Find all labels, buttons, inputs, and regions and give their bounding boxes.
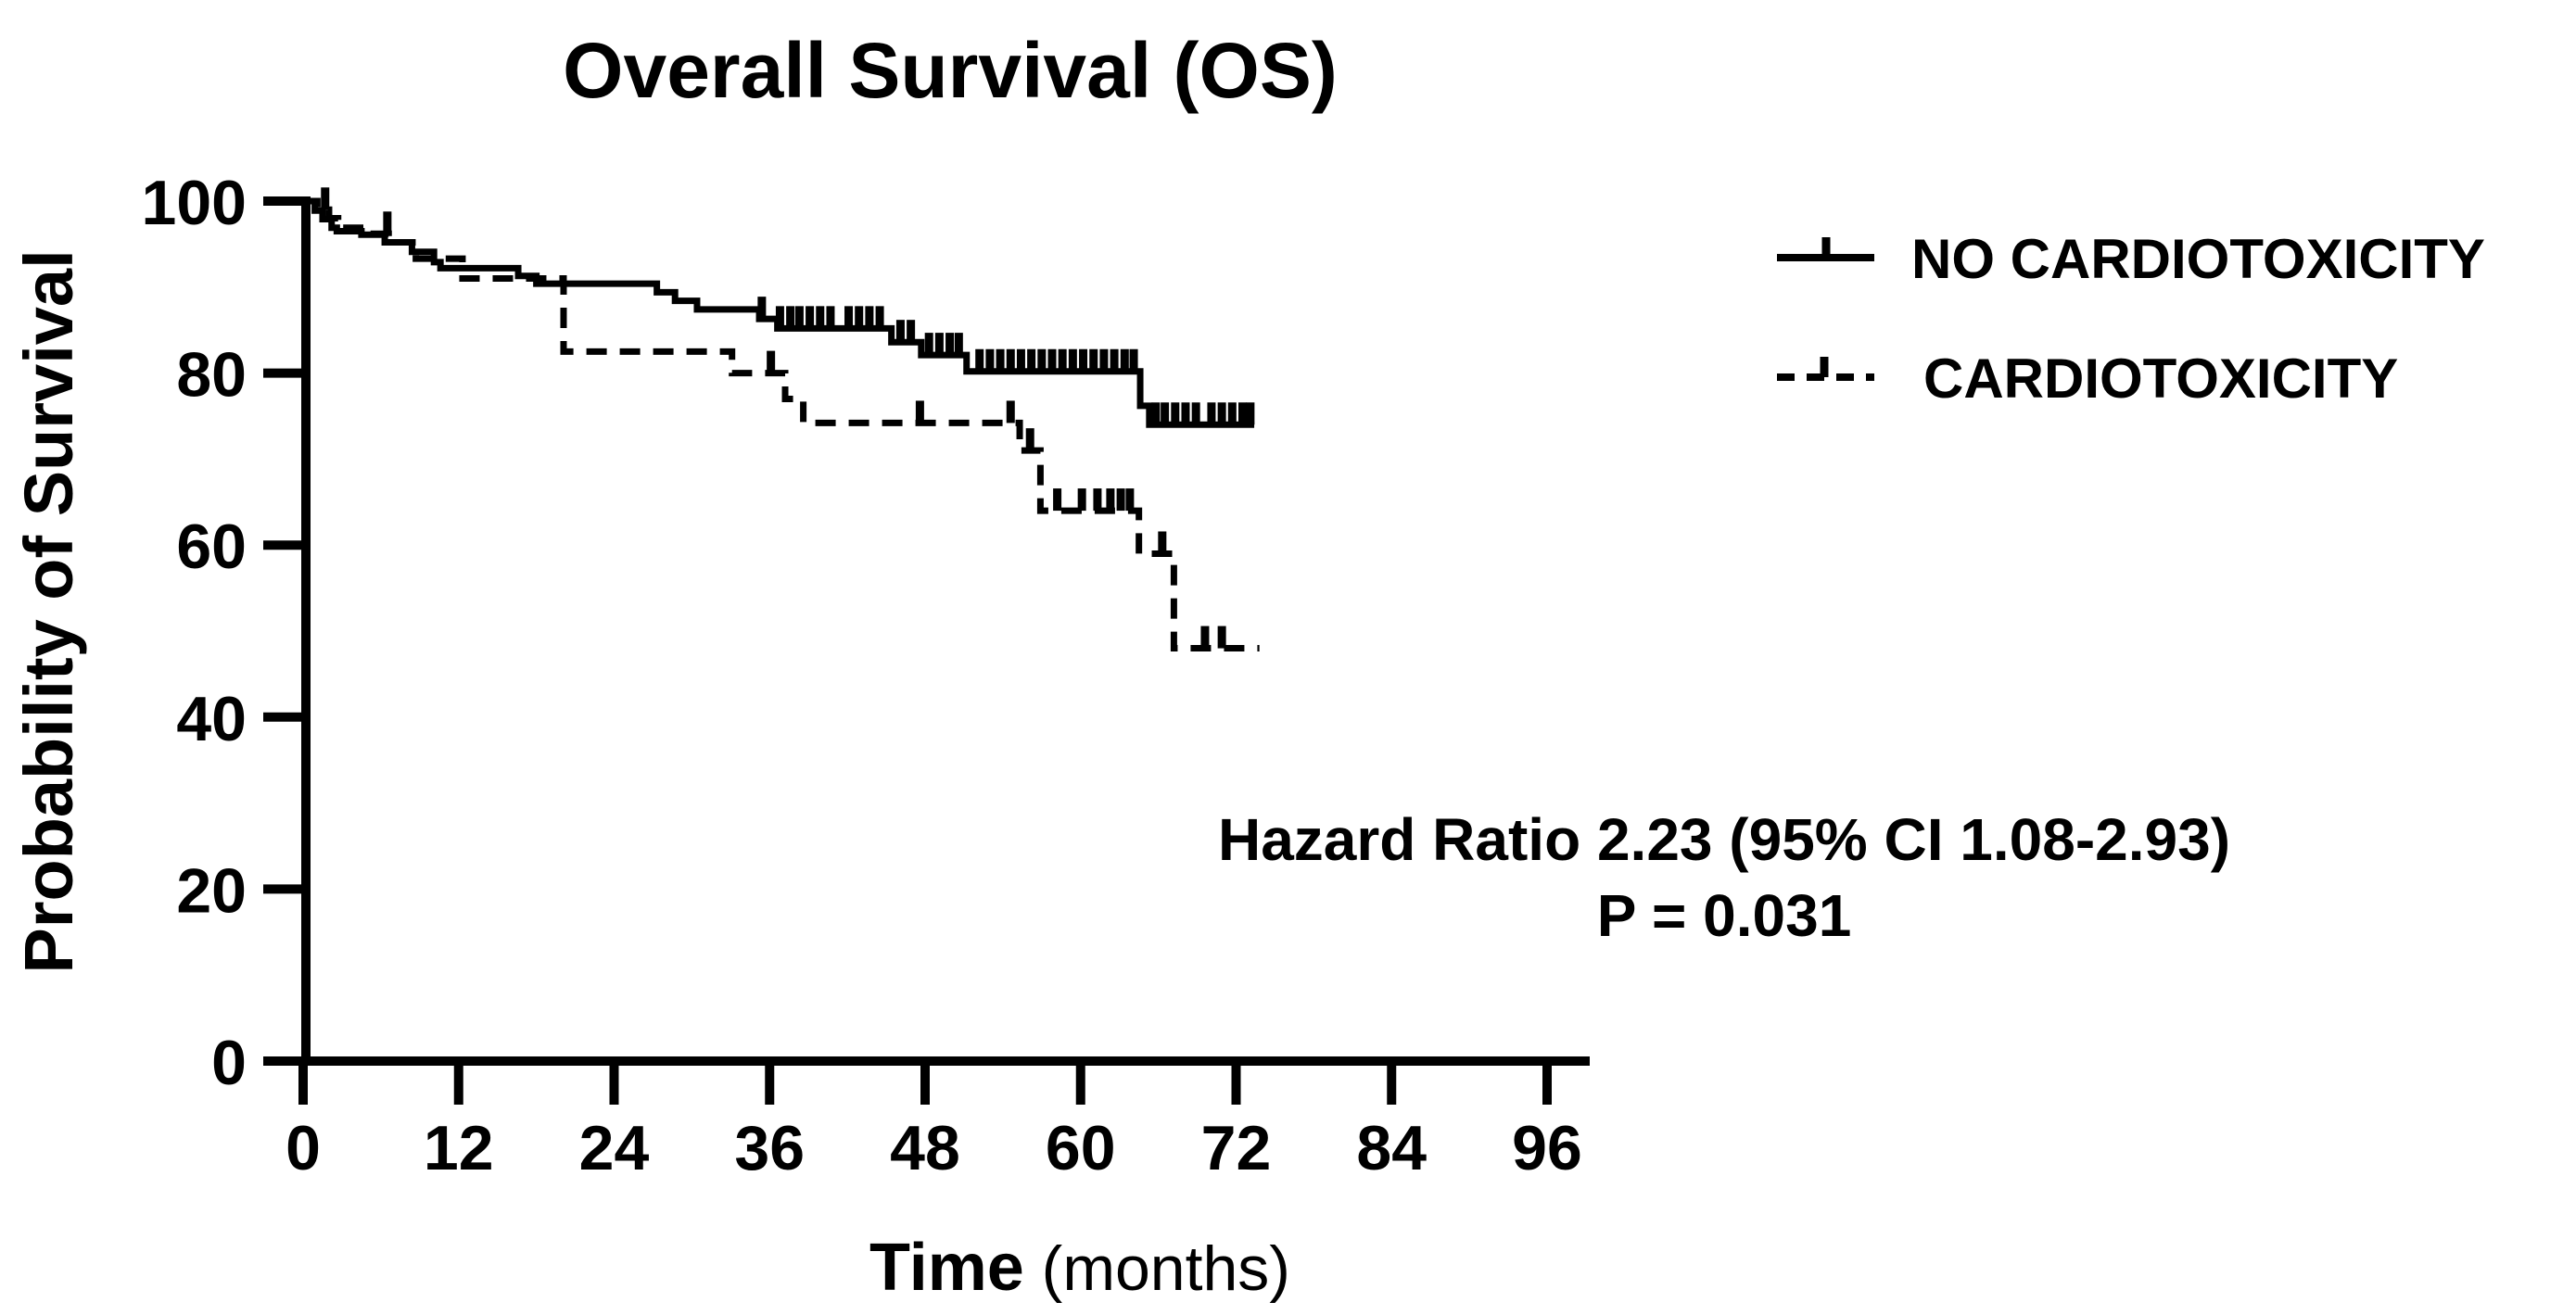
y-tick-label-80: 80 bbox=[176, 340, 247, 411]
axis-ticks bbox=[263, 196, 1552, 1105]
legend: NO CARDIOTOXICITY CARDIOTOXICITY bbox=[1777, 228, 2485, 410]
censor-ticks-cardiotoxicity bbox=[321, 187, 1226, 649]
x-tick-label-48: 48 bbox=[890, 1113, 960, 1183]
axes: 0 12 24 36 48 60 72 84 96 0 20 40 60 80 100 bbox=[142, 168, 1590, 1183]
x-axis-title-units: (months) bbox=[1024, 1233, 1290, 1304]
x-tick-label-36: 36 bbox=[734, 1113, 805, 1183]
legend-label-no-cardiotoxicity: NO CARDIOTOXICITY bbox=[1911, 228, 2485, 290]
legend-entry-no-cardiotoxicity: NO CARDIOTOXICITY bbox=[1777, 228, 2485, 290]
axis-tick-labels: 0 12 24 36 48 60 72 84 96 0 20 40 60 80 100 bbox=[142, 168, 1582, 1183]
x-axis-title-bold: Time bbox=[869, 1231, 1024, 1305]
y-tick-label-40: 40 bbox=[176, 684, 247, 754]
x-tick-label-0: 0 bbox=[286, 1113, 321, 1183]
legend-label-cardiotoxicity: CARDIOTOXICITY bbox=[1923, 348, 2398, 410]
x-tick-label-12: 12 bbox=[424, 1113, 494, 1183]
hazard-ratio-text: Hazard Ratio 2.23 (95% CI 1.08-2.93) bbox=[1218, 806, 2230, 873]
survival-curves bbox=[303, 187, 1260, 652]
x-tick-label-24: 24 bbox=[579, 1113, 650, 1183]
y-tick-label-100: 100 bbox=[142, 168, 247, 238]
chart-title: Overall Survival (OS) bbox=[563, 27, 1338, 114]
x-tick-label-72: 72 bbox=[1201, 1113, 1272, 1183]
x-tick-label-96: 96 bbox=[1512, 1113, 1582, 1183]
p-value-text: P = 0.031 bbox=[1597, 882, 1852, 949]
y-tick-label-0: 0 bbox=[211, 1028, 247, 1098]
y-tick-label-20: 20 bbox=[176, 855, 247, 926]
x-tick-label-60: 60 bbox=[1046, 1113, 1116, 1183]
x-tick-label-84: 84 bbox=[1356, 1113, 1427, 1183]
x-axis-title: Time (months) bbox=[869, 1231, 1290, 1305]
hazard-ratio-annotation: Hazard Ratio 2.23 (95% CI 1.08-2.93) P =… bbox=[1218, 806, 2230, 949]
y-tick-label-60: 60 bbox=[176, 512, 247, 582]
km-curve-cardiotoxicity bbox=[303, 197, 1260, 652]
legend-entry-cardiotoxicity: CARDIOTOXICITY bbox=[1777, 348, 2398, 410]
censor-ticks-no-cardiotoxicity bbox=[757, 297, 1255, 425]
y-axis-title: Probability of Survival bbox=[10, 249, 87, 973]
